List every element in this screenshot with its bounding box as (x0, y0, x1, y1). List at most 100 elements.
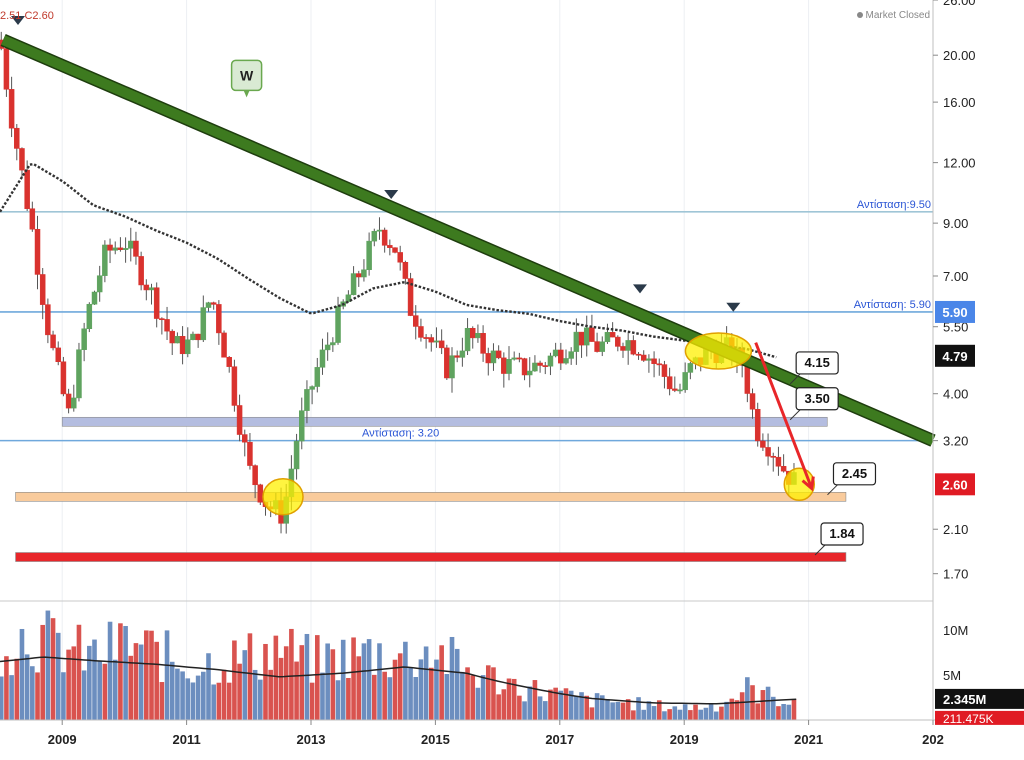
volume-bar (159, 682, 165, 720)
trendline (1, 35, 935, 446)
volume-bar (444, 674, 450, 720)
volume-panel (0, 600, 933, 720)
annotation-leader (827, 484, 838, 496)
volume-bar (542, 701, 548, 720)
candle-body (96, 275, 103, 293)
candle-body (65, 393, 72, 409)
volume-bar (460, 671, 465, 720)
candle-body (444, 347, 450, 379)
candle-body (485, 353, 492, 364)
volume-bar (480, 675, 486, 720)
candle-body (501, 357, 507, 374)
y-tick-label: 1.70 (943, 567, 968, 582)
candle-body (542, 365, 549, 367)
candle-body (521, 358, 528, 376)
volume-bar (346, 677, 351, 720)
candle-body (775, 456, 782, 467)
volume-bar (594, 693, 600, 720)
volume-bar (180, 671, 185, 720)
volume-bar (201, 671, 206, 720)
volume-bar (428, 667, 434, 720)
candle-body (516, 357, 523, 360)
volume-bar (553, 687, 558, 720)
volume-bar (693, 704, 698, 720)
candle-body (371, 231, 378, 242)
volume-bar (491, 667, 496, 720)
candle-body (314, 367, 321, 387)
volume-bar (781, 704, 786, 720)
candle-body (682, 372, 688, 391)
volume-bar (615, 701, 621, 720)
x-tick-label: 2015 (421, 732, 450, 747)
moving-average (0, 162, 777, 359)
volume-bar (154, 641, 159, 720)
volume-bar (791, 698, 797, 720)
volume-bar (558, 690, 564, 720)
candle-body (625, 340, 631, 351)
volume-bar (656, 700, 662, 720)
volume-bar (263, 643, 268, 720)
candle-body (216, 304, 222, 334)
x-tick-label: 2013 (297, 732, 326, 747)
volume-bar (66, 649, 71, 720)
volume-bar (30, 666, 35, 720)
candle-body (397, 252, 403, 263)
volume-bar (283, 646, 289, 720)
volume-bar (289, 628, 294, 720)
candle-body (324, 344, 331, 351)
y-tick-label: 2.10 (943, 522, 968, 537)
volume-bar (548, 689, 553, 720)
price-badge-label: 4.79 (942, 349, 967, 364)
candle-body (133, 240, 139, 257)
candle-body (71, 397, 77, 409)
candle-body (464, 327, 471, 352)
volume-bar (138, 644, 144, 720)
candle-body (402, 262, 409, 279)
volume-bar (237, 663, 242, 720)
volume-bar (392, 659, 398, 720)
candle-body (148, 287, 155, 291)
candle-body (537, 362, 543, 366)
candle-body (247, 441, 253, 466)
volume-bar (195, 675, 201, 720)
volume-bar (304, 633, 310, 720)
volume-bar (35, 672, 40, 720)
annotation-box (795, 387, 839, 411)
candle-body (335, 306, 341, 343)
candle-body (765, 447, 771, 457)
volume-bar (703, 707, 709, 720)
volume-bar (366, 639, 372, 720)
volume-bar (605, 699, 610, 720)
volume-bar (221, 669, 227, 720)
volume-bar (765, 686, 771, 720)
price-badge (935, 473, 975, 496)
candle-body (179, 336, 186, 355)
candle-body (630, 340, 637, 355)
volume-bar (651, 706, 657, 720)
candle-body (666, 376, 673, 390)
candle-body (392, 247, 398, 253)
resistance-lines: Αντίσταση:9.50 Αντίσταση: 5.90 Αντίσταση: … (0, 199, 933, 442)
y-tick-label: 7.00 (943, 269, 968, 284)
candle-body (231, 366, 238, 406)
volume-bar (485, 665, 491, 720)
candle-body (506, 359, 512, 374)
y-tick-label: 3.20 (943, 434, 968, 449)
volume-bar (517, 695, 522, 720)
candle-body (102, 244, 108, 276)
candle-body (547, 355, 554, 367)
y-tick-label: 9.00 (943, 216, 968, 231)
y-tick-label: 5.50 (943, 320, 968, 335)
moving-average-line (0, 162, 777, 359)
annotation-label: 4.15 (805, 355, 830, 370)
volume-bar (646, 701, 652, 720)
volume-bar (149, 630, 154, 720)
candle-body (651, 358, 657, 364)
volume-bar (408, 667, 413, 720)
candle-body (433, 340, 440, 343)
volume-bar (144, 630, 149, 720)
volume-bar (418, 659, 424, 720)
candle-body (480, 333, 486, 354)
